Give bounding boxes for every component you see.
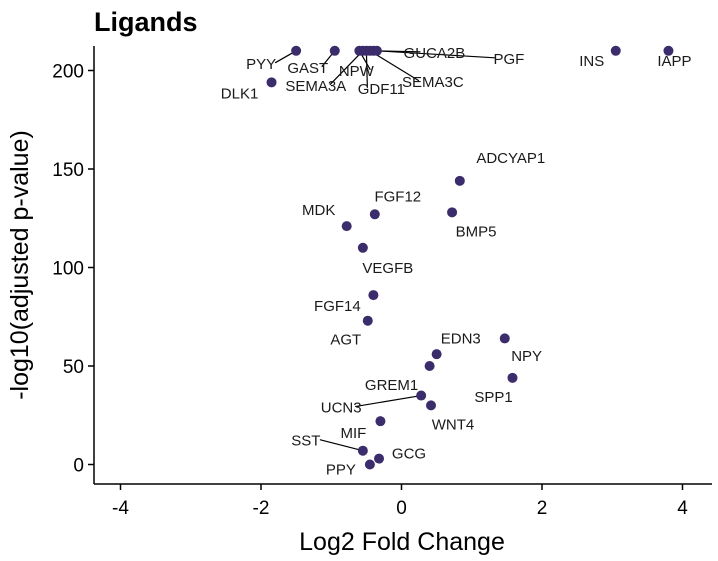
x-tick-label: 2 xyxy=(537,498,548,519)
data-point-wnt4 xyxy=(426,400,437,411)
point-label-bmp5: BMP5 xyxy=(456,223,497,240)
connector-gdf11 xyxy=(365,50,368,88)
x-tick-label: -2 xyxy=(253,498,270,519)
y-axis-title: -log10(adjusted p-value) xyxy=(6,130,34,400)
data-point-bmp5 xyxy=(447,207,458,218)
point-label-wnt4: WNT4 xyxy=(432,416,475,433)
point-label-spp1: SPP1 xyxy=(474,389,512,406)
data-point-sst xyxy=(357,445,368,456)
y-tick-label: 100 xyxy=(52,259,84,280)
point-label-ins: INS xyxy=(579,53,604,70)
connector-ucn3 xyxy=(355,394,422,408)
data-point-iapp xyxy=(663,45,674,56)
point-label-adcyap1: ADCYAP1 xyxy=(476,150,545,167)
point-label-fgf14: FGF14 xyxy=(314,298,361,315)
data-point-spp1 xyxy=(507,372,518,383)
connector-sst xyxy=(319,439,364,452)
data-point-grem1 xyxy=(424,361,435,371)
data-point-fgf14 xyxy=(368,290,379,301)
point-label-pgf: PGF xyxy=(493,51,524,68)
point-label-gcg: GCG xyxy=(392,446,426,463)
data-point-ucn3 xyxy=(416,390,427,401)
point-label-sema3a: SEMA3A xyxy=(285,78,346,95)
x-axis-ticks: -4 -2 0 2 4 xyxy=(112,484,688,519)
connector-sema3c xyxy=(369,50,420,82)
data-point-vegfb xyxy=(357,242,368,253)
point-label-dlk1: DLK1 xyxy=(221,85,259,102)
data-point-npy xyxy=(431,349,442,360)
data-point-ppy xyxy=(364,459,375,470)
point-label-npy: NPY xyxy=(511,348,542,365)
data-point-dlk1 xyxy=(266,77,277,88)
y-tick-label: 0 xyxy=(73,456,84,477)
connector-pgf xyxy=(376,50,495,59)
data-point-agt xyxy=(362,315,373,326)
point-label-npw: NPW xyxy=(339,63,375,80)
x-tick-label: 0 xyxy=(396,498,407,519)
point-label-fgf12: FGF12 xyxy=(374,188,421,205)
x-tick-label: 4 xyxy=(677,498,688,519)
data-points xyxy=(266,45,674,470)
connector-sema3a xyxy=(329,50,364,86)
point-label-guca2b: GUCA2B xyxy=(404,45,466,62)
chart-title: Ligands xyxy=(94,7,198,37)
point-label-edn3: EDN3 xyxy=(441,330,481,347)
y-tick-label: 200 xyxy=(52,62,84,83)
point-label-sst: SST xyxy=(291,433,320,450)
data-point-gcg xyxy=(374,453,385,464)
y-tick-label: 150 xyxy=(52,160,84,181)
data-point-fgf12 xyxy=(369,209,380,220)
point-label-agt: AGT xyxy=(330,332,361,349)
data-point-pyy xyxy=(291,45,302,56)
point-label-sema3c: SEMA3C xyxy=(402,74,464,91)
point-label-gdf11: GDF11 xyxy=(358,81,405,98)
point-label-iapp: IAPP xyxy=(657,53,691,70)
point-label-mdk: MDK xyxy=(302,202,335,219)
data-point-gast xyxy=(329,45,340,56)
x-tick-label: -4 xyxy=(112,498,129,519)
point-label-mif: MIF xyxy=(341,425,367,442)
data-point-edn3 xyxy=(499,333,510,344)
point-label-ucn3: UCN3 xyxy=(321,400,362,417)
y-axis-ticks: 0 50 100 150 200 xyxy=(52,62,94,477)
y-tick-label: 50 xyxy=(63,357,84,378)
x-axis-title: Log2 Fold Change xyxy=(299,528,505,556)
data-point-ins xyxy=(610,45,621,56)
point-label-gast: GAST xyxy=(287,60,328,77)
point-label-grem1: GREM1 xyxy=(365,377,418,394)
data-point-mdk xyxy=(341,221,352,232)
data-point-adcyap1 xyxy=(454,175,465,186)
data-point-mif xyxy=(375,416,386,427)
data-point-pgf xyxy=(371,45,382,56)
point-label-pyy: PYY xyxy=(246,56,276,73)
point-label-ppy: PPY xyxy=(326,462,356,479)
point-label-vegfb: VEGFB xyxy=(362,260,413,277)
